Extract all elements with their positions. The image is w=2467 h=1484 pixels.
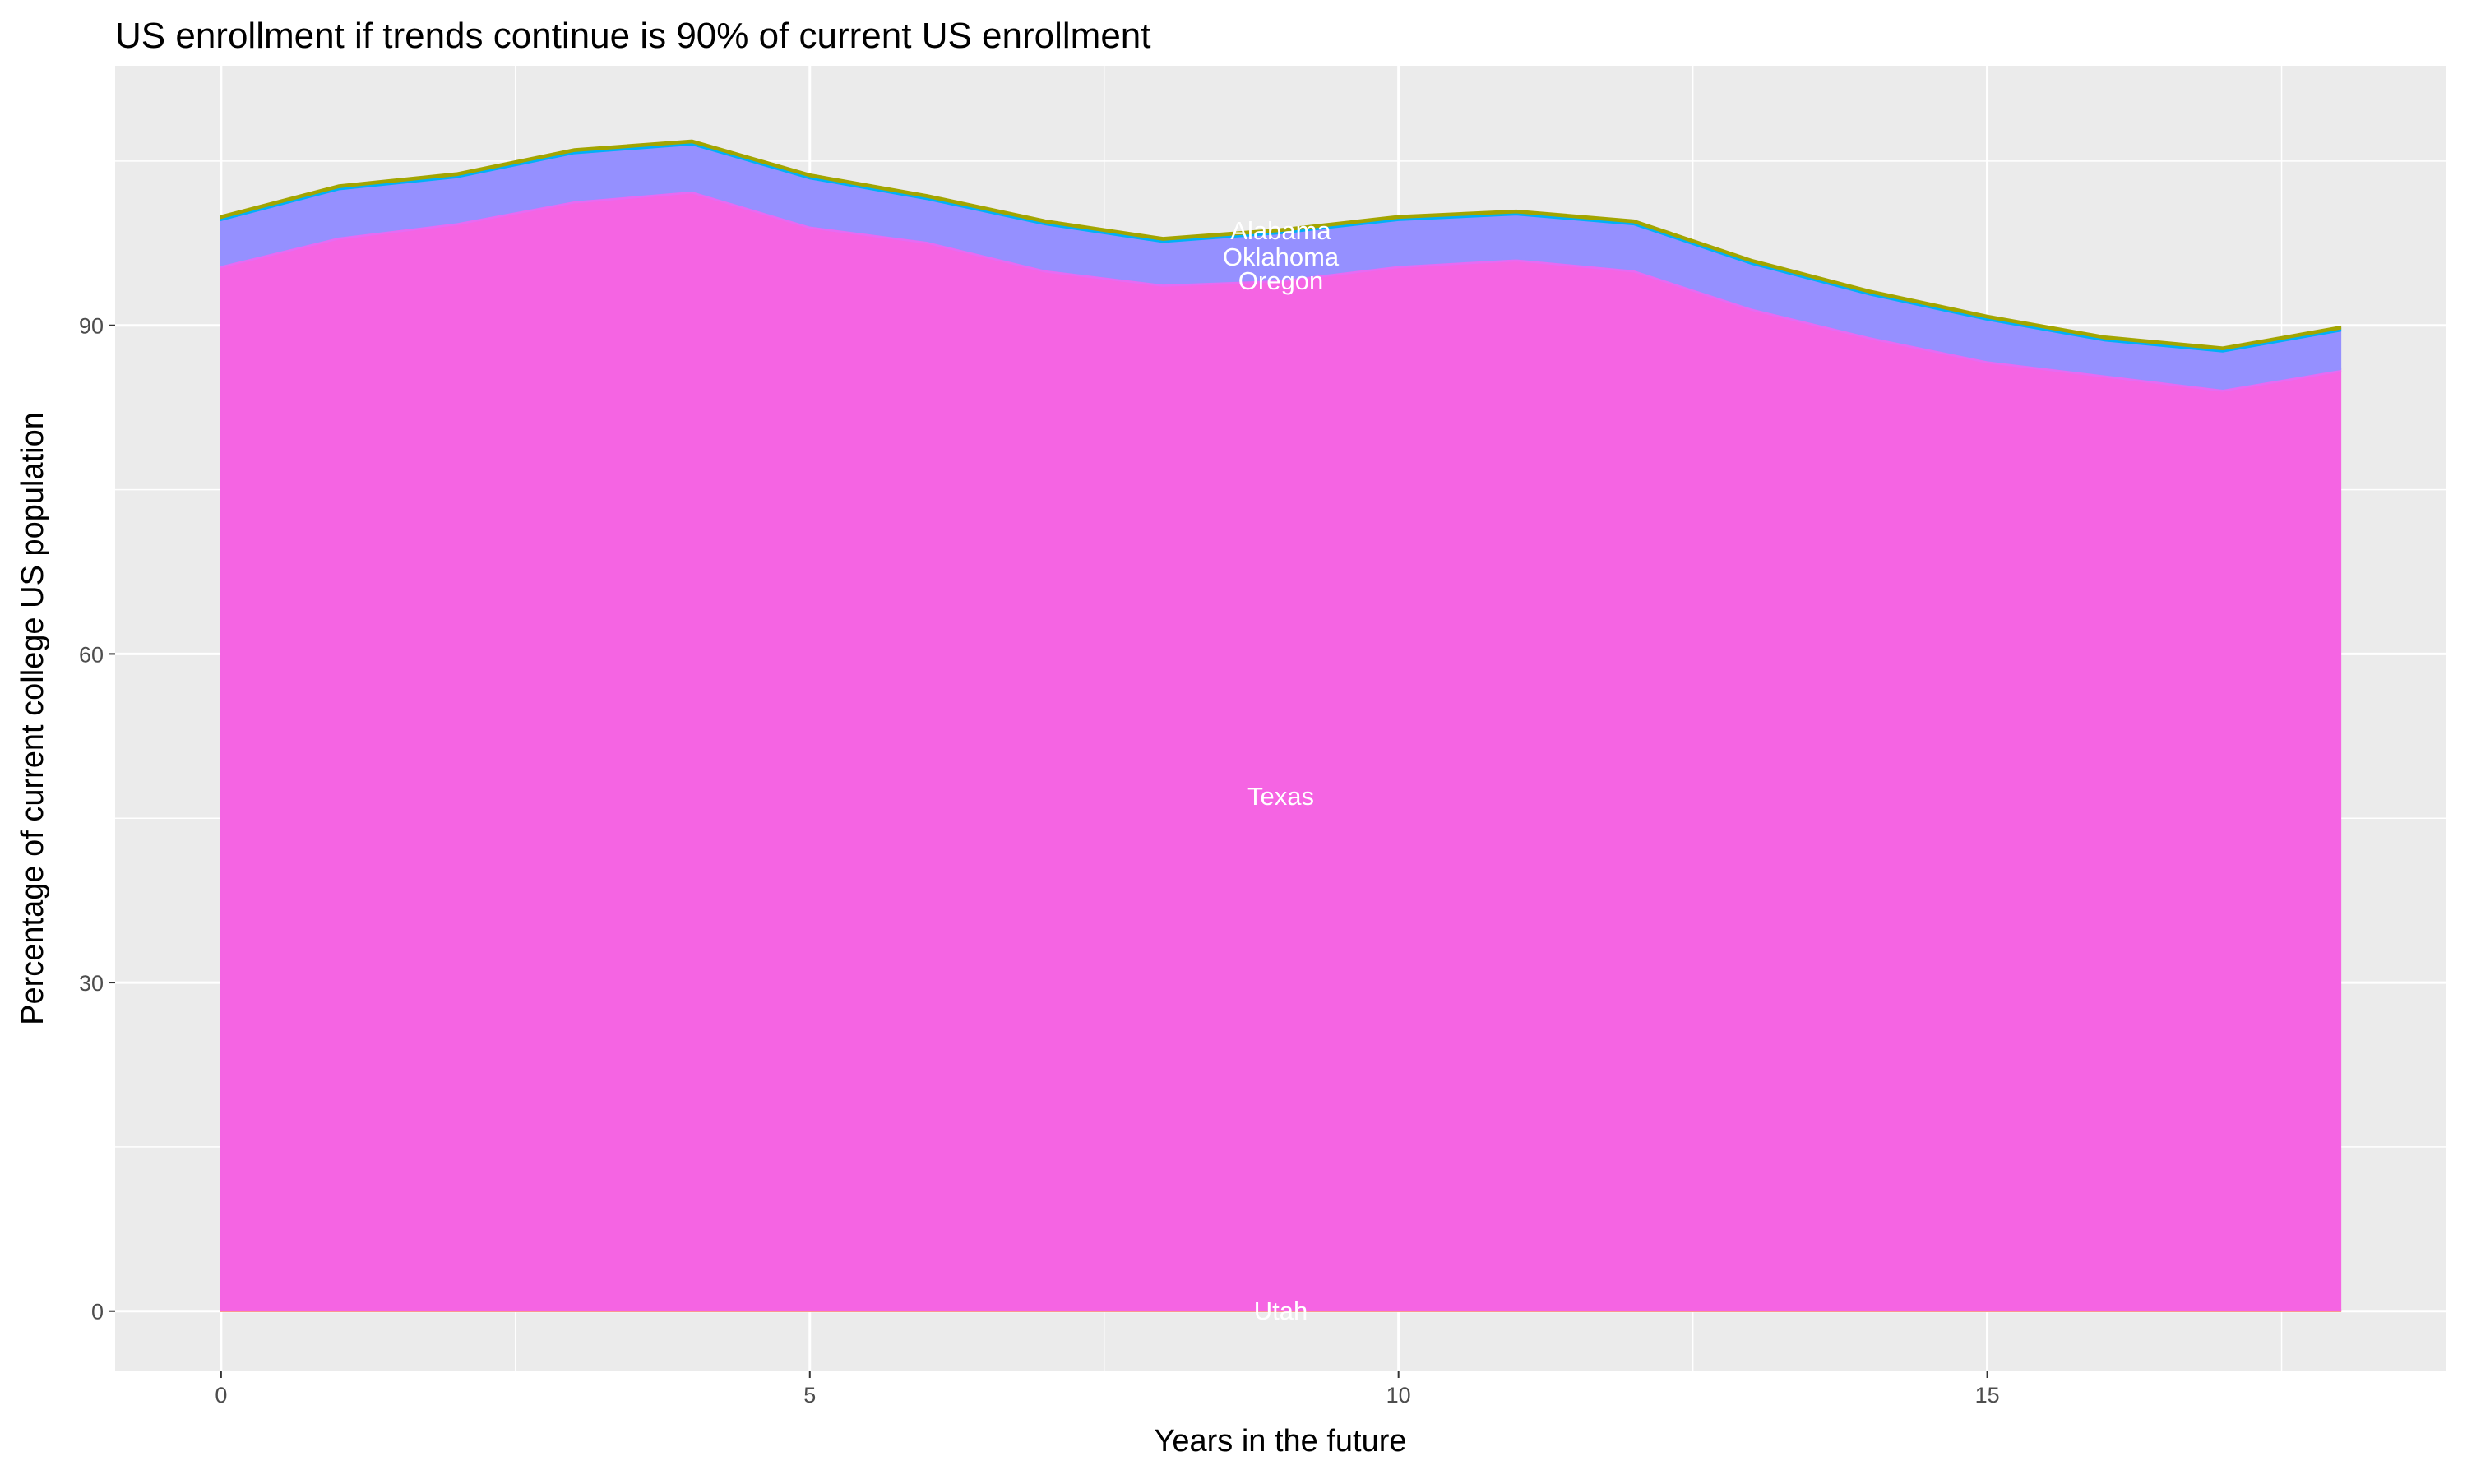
label-alabama: Alabama — [1230, 216, 1331, 245]
label-oregon: Oregon — [1238, 266, 1323, 295]
label-texas: Texas — [1247, 782, 1314, 811]
label-oklahoma: Oklahoma — [1223, 243, 1340, 271]
y-tick-label: 90 — [79, 314, 104, 339]
chart-title: US enrollment if trends continue is 90% … — [115, 16, 1150, 56]
x-tick-label: 10 — [1386, 1383, 1411, 1408]
x-tick-label: 0 — [215, 1383, 227, 1408]
axis-ticks: 0 5 10 15 0 30 60 90 — [79, 314, 2000, 1408]
label-utah: Utah — [1254, 1297, 1308, 1325]
y-tick-label: 30 — [79, 971, 104, 996]
x-axis-label: Years in the future — [1154, 1424, 1406, 1459]
y-tick-label: 60 — [79, 642, 104, 667]
x-tick-label: 5 — [803, 1383, 816, 1408]
y-tick-label: 0 — [91, 1300, 104, 1325]
area-alabama — [220, 139, 2342, 351]
area-layers — [220, 139, 2342, 1312]
y-axis-label: Percentage of current college US populat… — [16, 412, 50, 1025]
x-tick-label: 15 — [1975, 1383, 2000, 1408]
